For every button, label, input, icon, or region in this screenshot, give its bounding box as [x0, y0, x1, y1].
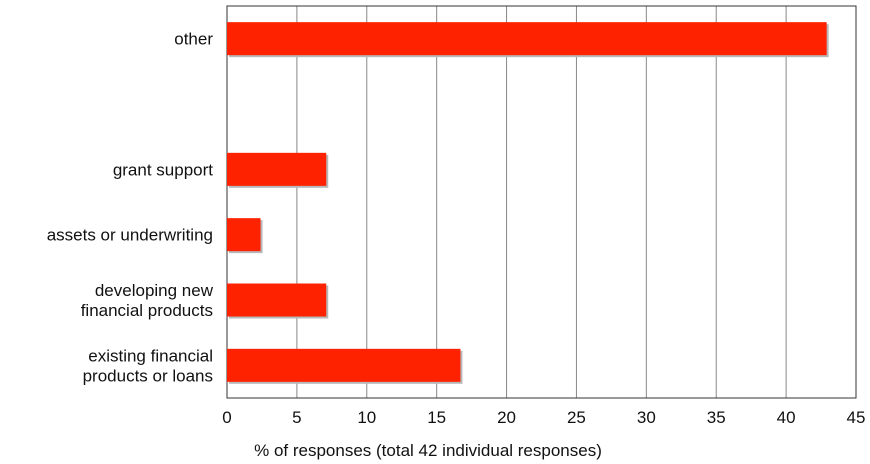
bar-0	[227, 22, 827, 56]
plot-frame	[226, 5, 857, 399]
bar-4	[227, 283, 327, 317]
x-tick-label-0: 0	[222, 408, 231, 427]
x-tick-labels: 0 5 10 15 20 25 30 35 40 45	[222, 408, 865, 427]
x-axis-title: % of responses (total 42 individual resp…	[254, 441, 602, 460]
category-labels: other grant support assets or underwriting…	[47, 30, 214, 386]
category-label-0: other	[174, 30, 213, 49]
x-tick-label-10: 10	[357, 408, 376, 427]
category-label-4: developing new financial products	[81, 281, 214, 320]
grid-lines	[296, 6, 787, 398]
x-tick-label-15: 15	[427, 408, 446, 427]
x-tick-label-45: 45	[847, 408, 866, 427]
bar-3	[227, 218, 261, 252]
x-tick-label-35: 35	[707, 408, 726, 427]
bar-2	[227, 152, 327, 186]
x-tick-label-25: 25	[567, 408, 586, 427]
x-tick-label-40: 40	[777, 408, 796, 427]
category-label-2: grant support	[113, 160, 213, 179]
category-label-3: assets or underwriting	[47, 226, 213, 245]
x-tick-label-20: 20	[497, 408, 516, 427]
category-label-5: existing financial products or loans	[83, 346, 213, 385]
bars	[227, 22, 829, 384]
bar-5	[227, 348, 461, 382]
x-tick-label-30: 30	[637, 408, 656, 427]
x-tick-label-5: 5	[292, 408, 301, 427]
